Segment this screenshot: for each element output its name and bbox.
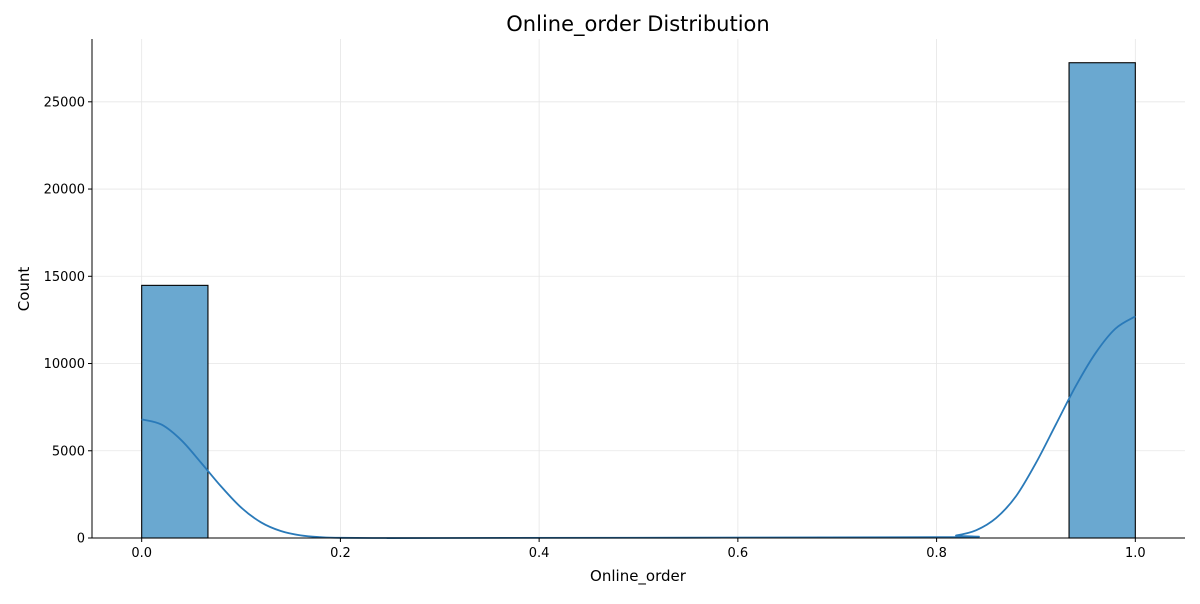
y-tick-label: 0 — [77, 532, 85, 547]
kde-layer — [141, 315, 1136, 539]
kde-line — [141, 315, 1136, 539]
x-tick-label: 0.0 — [131, 546, 152, 561]
grid-layer — [92, 39, 1185, 539]
chart-title: Online_order Distribution — [506, 12, 769, 37]
tick-layer: 0.0 0.2 0.4 0.6 0.8 1.0 0 5000 10000 15000 20000 25… — [44, 95, 1146, 561]
x-tick-label: 0.8 — [926, 546, 947, 561]
y-tick-label: 20000 — [44, 183, 85, 198]
y-tick-label: 25000 — [44, 95, 85, 110]
axis-layer — [91, 39, 1185, 539]
y-tick-label: 10000 — [44, 357, 85, 372]
y-axis-label: Count — [15, 267, 33, 312]
histogram-bar — [1068, 62, 1136, 539]
bar-layer — [141, 62, 1136, 539]
y-tick-label: 15000 — [44, 270, 85, 285]
y-tick-label: 5000 — [52, 444, 85, 459]
x-axis-label: Online_order — [590, 567, 687, 586]
histogram-bar — [141, 284, 209, 539]
x-tick-label: 1.0 — [1125, 546, 1146, 561]
x-tick-label: 0.6 — [728, 546, 749, 561]
x-tick-label: 0.2 — [330, 546, 351, 561]
x-tick-label: 0.4 — [529, 546, 550, 561]
